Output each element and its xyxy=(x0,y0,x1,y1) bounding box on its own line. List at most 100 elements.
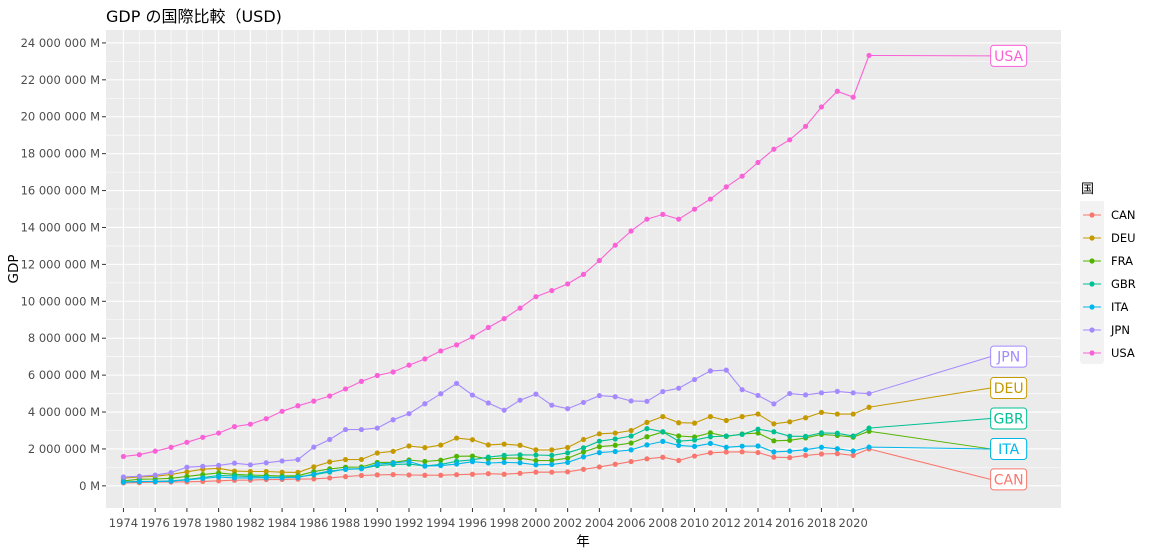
data-point xyxy=(453,342,460,348)
data-point xyxy=(802,415,809,421)
data-point xyxy=(406,443,412,449)
data-point xyxy=(517,460,523,466)
data-point xyxy=(390,448,396,454)
leader-line xyxy=(869,446,991,450)
data-point xyxy=(707,430,714,436)
x-tick-label: 2012 xyxy=(712,516,741,530)
data-point xyxy=(358,456,365,463)
x-tick-label: 2020 xyxy=(839,516,868,530)
data-point xyxy=(247,421,253,427)
data-point xyxy=(453,453,460,459)
x-tick-label: 2010 xyxy=(680,516,709,530)
data-point xyxy=(676,216,682,222)
data-point xyxy=(549,402,555,408)
legend-key-point xyxy=(1089,350,1095,356)
data-point xyxy=(231,424,238,430)
data-point xyxy=(707,414,714,420)
data-point xyxy=(533,452,539,458)
data-point xyxy=(438,462,444,469)
data-point xyxy=(168,444,174,450)
data-point xyxy=(438,391,444,397)
data-point xyxy=(517,442,523,448)
data-point xyxy=(422,463,428,469)
data-point xyxy=(422,356,428,362)
data-point xyxy=(327,468,333,474)
legend-label: FRA xyxy=(1111,254,1133,268)
data-point xyxy=(755,159,761,166)
data-point xyxy=(834,88,840,94)
legend-label: CAN xyxy=(1111,208,1136,222)
data-point xyxy=(168,469,174,476)
data-point xyxy=(612,242,618,248)
data-point xyxy=(358,472,365,479)
data-point xyxy=(406,362,412,368)
data-point xyxy=(549,287,555,294)
data-point xyxy=(787,448,793,454)
data-point xyxy=(834,411,840,417)
data-point xyxy=(787,437,793,443)
data-point xyxy=(802,452,809,459)
data-point xyxy=(136,473,142,479)
data-point xyxy=(438,442,444,448)
data-point xyxy=(707,440,714,447)
data-point xyxy=(644,442,650,448)
x-axis-title: 年 xyxy=(576,534,590,550)
data-point xyxy=(184,469,190,475)
y-tick-label: 4 000 000 M xyxy=(28,405,100,419)
x-tick-label: 1978 xyxy=(172,516,201,530)
data-point xyxy=(406,472,412,478)
series-line-ita xyxy=(123,440,870,483)
data-point xyxy=(660,454,666,460)
legend-key-point xyxy=(1089,281,1095,287)
x-tick-label: 2014 xyxy=(743,516,772,530)
data-point xyxy=(533,294,539,300)
x-tick-label: 2006 xyxy=(616,516,645,530)
data-point xyxy=(501,407,507,413)
data-point xyxy=(596,444,602,450)
data-point xyxy=(580,449,587,455)
data-point xyxy=(707,434,714,440)
data-point xyxy=(755,430,761,436)
data-point xyxy=(676,438,682,444)
data-point xyxy=(834,446,840,452)
data-point xyxy=(739,414,745,420)
data-point xyxy=(533,391,539,397)
data-point xyxy=(580,454,587,460)
y-tick-label: 16 000 000 M xyxy=(21,184,100,198)
data-point xyxy=(374,450,380,456)
data-point xyxy=(755,392,761,399)
data-point xyxy=(565,459,571,466)
leader-line xyxy=(868,430,991,450)
data-point xyxy=(850,94,856,100)
data-point xyxy=(707,196,714,202)
data-point xyxy=(263,416,269,422)
data-point xyxy=(802,123,809,129)
data-point xyxy=(517,452,523,458)
y-tick-label: 8 000 000 M xyxy=(28,331,100,345)
x-tick-label: 1992 xyxy=(394,516,423,530)
data-point xyxy=(374,425,380,431)
data-point xyxy=(739,173,745,179)
data-point xyxy=(818,444,825,450)
data-point xyxy=(200,434,206,440)
data-point xyxy=(850,448,856,454)
data-point xyxy=(596,431,602,437)
data-point xyxy=(216,462,222,468)
x-tick-label: 1994 xyxy=(426,516,455,530)
data-point xyxy=(787,419,793,425)
data-point xyxy=(660,211,666,217)
data-point xyxy=(660,429,666,435)
data-point xyxy=(565,281,571,287)
data-point xyxy=(453,380,460,387)
data-point xyxy=(723,449,729,455)
data-point xyxy=(802,392,809,398)
end-label-text: USA xyxy=(994,49,1023,65)
data-point xyxy=(295,457,301,463)
data-point xyxy=(501,471,507,477)
series-can xyxy=(120,446,872,486)
data-point xyxy=(739,387,745,393)
data-point xyxy=(374,372,380,379)
series-deu xyxy=(120,404,872,481)
x-tick-label: 1984 xyxy=(267,516,296,530)
data-point xyxy=(152,479,158,485)
